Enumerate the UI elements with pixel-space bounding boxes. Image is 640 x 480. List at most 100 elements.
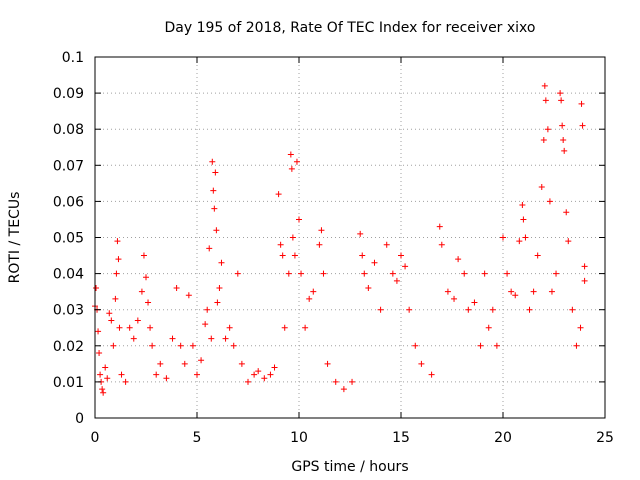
data-point (277, 241, 284, 248)
y-tick-label: 0.05 (53, 231, 84, 247)
data-point (279, 252, 286, 259)
data-point (202, 321, 209, 328)
data-point (287, 151, 294, 158)
y-tick-label: 0 (75, 411, 84, 427)
data-point (210, 187, 217, 194)
data-point (320, 270, 327, 277)
data-point (516, 238, 523, 245)
data-point (211, 205, 218, 212)
data-point (108, 317, 115, 324)
data-point (112, 295, 119, 302)
data-point (218, 259, 225, 266)
data-point (147, 324, 154, 331)
data-point (271, 364, 278, 371)
data-point (461, 270, 468, 277)
data-point (383, 241, 390, 248)
data-point (245, 378, 251, 385)
data-point (561, 147, 568, 154)
data-point (97, 371, 104, 378)
data-point (500, 234, 506, 241)
data-point (275, 191, 282, 198)
data-point (471, 299, 478, 306)
x-tick-label: 25 (596, 430, 614, 446)
data-point (149, 342, 156, 349)
data-point (526, 306, 533, 313)
x-tick-label: 5 (193, 430, 202, 446)
data-point (126, 324, 133, 331)
data-point (371, 259, 378, 266)
data-point (130, 335, 137, 342)
x-tick-label: 15 (392, 430, 410, 446)
data-point (198, 357, 205, 364)
data-point (438, 241, 445, 248)
data-point (359, 252, 366, 259)
data-point (451, 295, 458, 302)
data-point (100, 389, 107, 396)
y-tick-label: 0.03 (53, 303, 84, 319)
data-point (581, 263, 588, 270)
data-point (310, 288, 317, 295)
data-point (169, 335, 176, 342)
chart-title: Day 195 of 2018, Rate Of TEC Index for r… (165, 20, 536, 36)
data-point (436, 223, 443, 230)
data-point (134, 317, 141, 324)
data-point (412, 342, 419, 349)
data-point (302, 324, 309, 331)
data-point (361, 270, 368, 277)
data-point (255, 368, 262, 375)
data-point (93, 285, 100, 292)
data-point (481, 270, 488, 277)
data-point (398, 252, 404, 259)
data-point (140, 252, 147, 259)
data-point (230, 342, 237, 349)
data-point (181, 360, 188, 367)
grid (95, 57, 605, 418)
data-point (296, 216, 302, 223)
data-point (546, 198, 553, 205)
y-tick-label: 0.09 (53, 86, 84, 102)
data-point (206, 245, 213, 252)
data-point (306, 295, 313, 302)
data-point (530, 288, 537, 295)
data-point (465, 306, 472, 313)
data-point (163, 375, 170, 382)
x-tick-label: 0 (91, 430, 100, 446)
data-point (116, 324, 123, 331)
data-point (234, 270, 241, 277)
x-tick-labels: 0 5 10 15 20 25 (91, 430, 614, 446)
data-point (281, 324, 288, 331)
y-tick-label: 0.08 (53, 122, 84, 138)
data-point (418, 360, 425, 367)
data-point (349, 378, 356, 385)
data-point (553, 270, 560, 277)
data-point (573, 342, 580, 349)
data-point (288, 165, 295, 172)
data-point (106, 310, 113, 317)
data-point (489, 306, 496, 313)
data-point (393, 277, 400, 284)
data-point (316, 241, 323, 248)
data-point (578, 100, 585, 107)
data-point (115, 256, 122, 263)
data-point (226, 324, 233, 331)
data-point (563, 209, 570, 216)
data-point (569, 306, 576, 313)
data-point (285, 270, 292, 277)
data-point (455, 256, 462, 263)
axis-ticks (94, 56, 606, 419)
data-point (538, 183, 545, 190)
data-point (216, 285, 223, 292)
data-point (558, 97, 565, 104)
data-points (92, 82, 588, 396)
y-axis-title: ROTI / TECUs (7, 192, 23, 284)
data-point (113, 270, 120, 277)
data-point (177, 342, 184, 349)
data-point (261, 375, 268, 382)
data-point (194, 371, 200, 378)
data-point (477, 342, 484, 349)
data-point (318, 227, 325, 234)
data-point (143, 274, 149, 281)
data-point (542, 97, 549, 104)
data-point (102, 364, 109, 371)
data-point (541, 82, 548, 89)
